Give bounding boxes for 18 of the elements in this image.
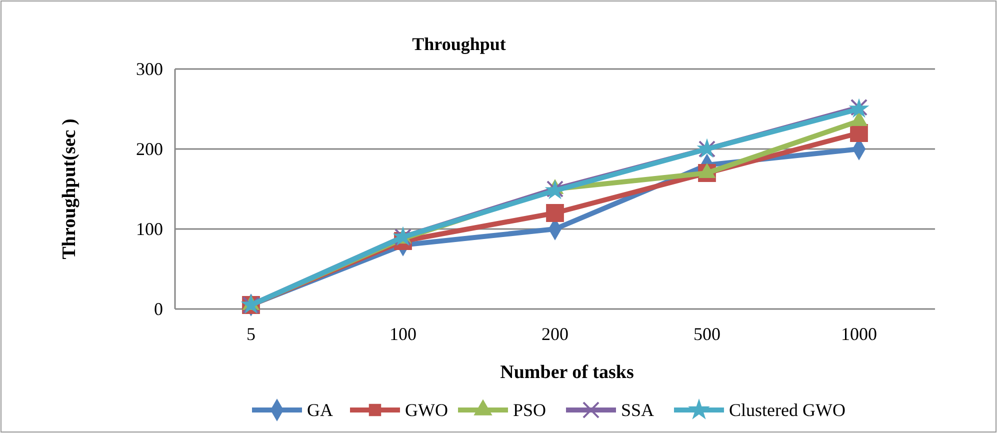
- legend-label: SSA: [621, 400, 654, 420]
- chart-title: Throughput: [412, 34, 506, 54]
- y-axis-title: Throughput(sec ): [59, 118, 80, 260]
- x-tick-label: 1000: [841, 324, 877, 344]
- y-tick-label: 300: [136, 58, 163, 79]
- x-tick-label: 5: [246, 324, 256, 344]
- x-axis-title: Number of tasks: [500, 362, 634, 383]
- y-tick-label: 0: [154, 298, 163, 319]
- y-tick-label: 100: [136, 218, 163, 239]
- legend-label: Clustered GWO: [729, 400, 846, 420]
- x-tick-label: 200: [542, 324, 568, 344]
- y-tick-label: 200: [136, 138, 163, 159]
- x-tick-label: 100: [390, 324, 416, 344]
- point: [546, 204, 564, 222]
- x-tick-label: 500: [694, 324, 720, 344]
- legend-label: GWO: [405, 400, 448, 420]
- legend-label: GA: [307, 400, 333, 420]
- legend-label: PSO: [513, 400, 546, 420]
